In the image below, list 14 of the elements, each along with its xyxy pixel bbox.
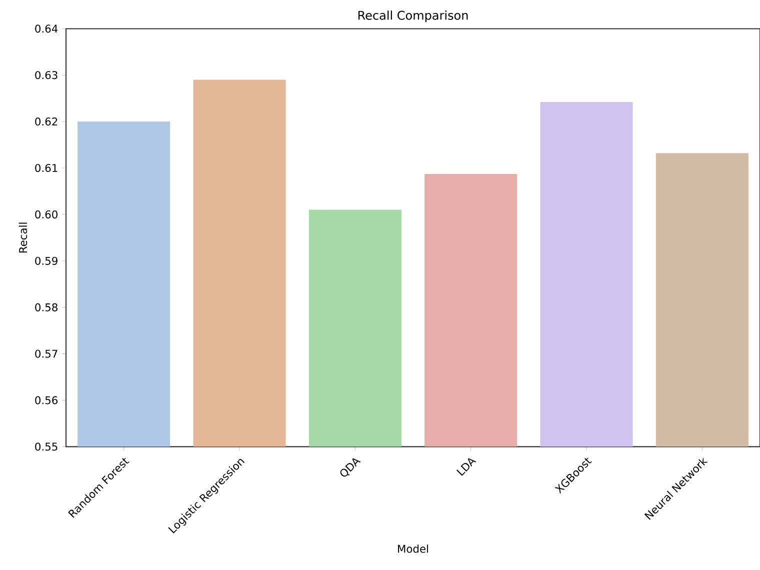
y-axis-title: Recall (18, 222, 28, 253)
chart-title: Recall Comparison (358, 10, 468, 22)
x-tick-label: LDA (456, 458, 476, 476)
y-tick-label: 0.62 (35, 118, 58, 126)
y-tick-label: 0.55 (35, 442, 58, 451)
y-tick-label: 0.58 (35, 303, 58, 312)
y-tick-label: 0.56 (35, 396, 58, 404)
y-tick-label: 0.60 (35, 210, 58, 218)
y-tick-label: 0.64 (35, 24, 58, 33)
y-tick-label: 0.59 (35, 256, 58, 265)
x-axis-title: Model (398, 544, 428, 553)
y-tick-label: 0.63 (35, 71, 58, 80)
y-tick-label: 0.57 (35, 350, 58, 358)
y-tick-label: 0.61 (35, 164, 58, 172)
